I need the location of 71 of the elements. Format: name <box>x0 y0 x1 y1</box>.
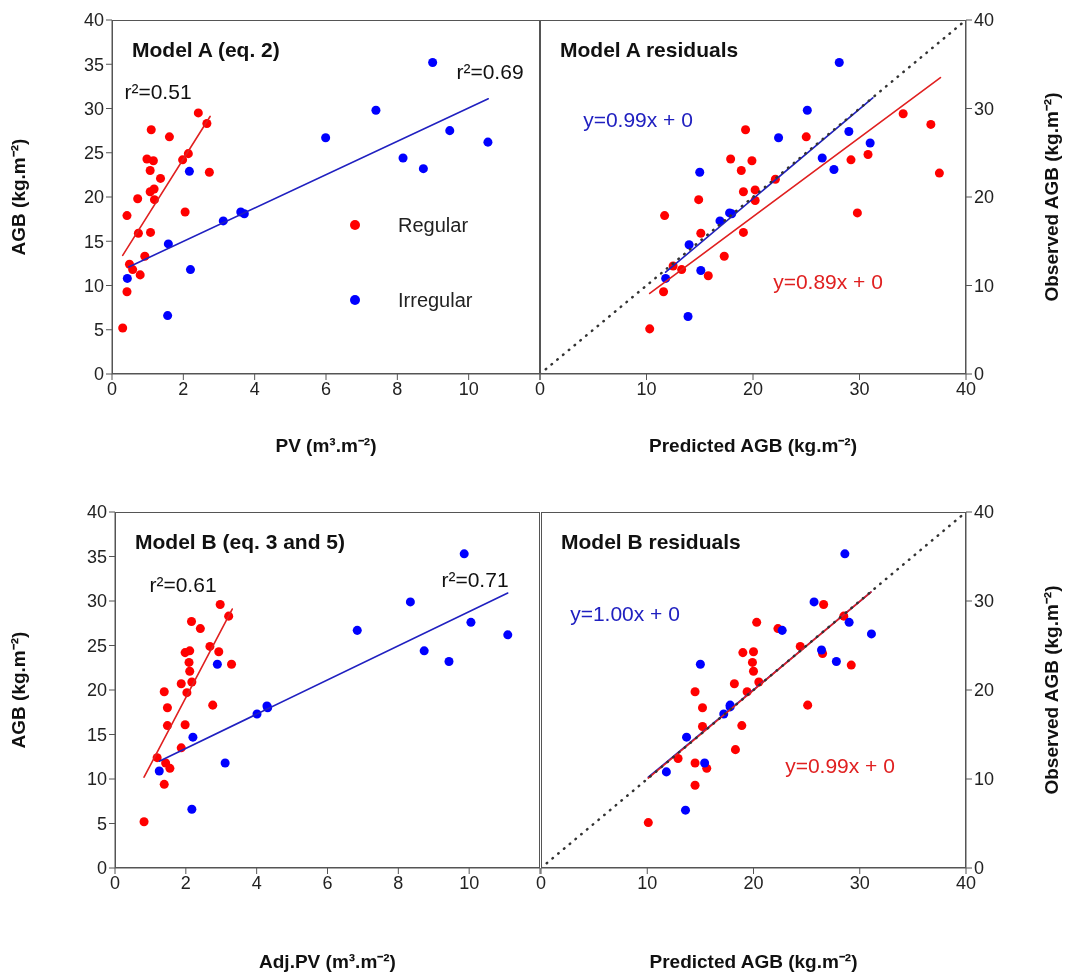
y-axis-title: AGB (kg.m⁻²) <box>7 631 29 749</box>
y2-tick-label: 0 <box>974 858 985 879</box>
x-axis-title: Predicted AGB (kg.m⁻²) <box>649 435 857 456</box>
text: Model A residuals <box>560 38 739 62</box>
y-tick-label: 25 <box>86 635 107 656</box>
y2-tick-label: 0 <box>974 364 985 385</box>
annotation: r²=0.69 <box>456 60 524 84</box>
y-tick-label: 5 <box>96 813 107 834</box>
y-tick-label: 15 <box>86 724 107 745</box>
x-tick-label: 10 <box>637 872 658 893</box>
x-tick-label: 2 <box>180 872 191 893</box>
y-tick-label: 25 <box>83 143 104 164</box>
y-tick-label: 0 <box>96 858 107 879</box>
x-tick-label: 0 <box>109 872 121 893</box>
x-tick-label: 20 <box>742 378 764 399</box>
x-tick-label: 8 <box>393 872 404 893</box>
x-axis-title: PV (m³.m⁻²) <box>275 435 377 456</box>
x-axis-title: Adj.PV (m³.m⁻²) <box>259 951 396 972</box>
y-tick-label: 10 <box>83 275 104 296</box>
text: Model A (eq. 2) <box>132 38 280 62</box>
x-tick-label: 30 <box>849 378 870 399</box>
text: Model B residuals <box>561 530 741 554</box>
x-tick-label: 40 <box>955 378 977 399</box>
x-tick-label: 10 <box>459 872 480 893</box>
y-tick-label: 10 <box>86 769 107 790</box>
annotation: r²=0.61 <box>149 573 217 597</box>
x-tick-label: 30 <box>849 872 870 893</box>
x-tick-label: 4 <box>251 872 262 893</box>
x-tick-label: 10 <box>458 378 479 399</box>
legend-label: Regular <box>398 213 469 237</box>
annotation: y=0.99x + 0 <box>583 108 693 132</box>
y2-tick-label: 20 <box>974 680 995 701</box>
y-tick-label: 30 <box>83 98 104 119</box>
x-tick-label: 6 <box>320 378 332 399</box>
y-tick-label: 40 <box>83 10 104 31</box>
x-tick-label: 6 <box>322 872 333 893</box>
y2-tick-label: 40 <box>974 502 995 523</box>
x-axis-title: Predicted AGB (kg.m⁻²) <box>649 951 858 972</box>
y-tick-label: 35 <box>86 546 107 567</box>
y2-tick-label: 30 <box>974 591 995 612</box>
x-tick-label: 4 <box>249 378 260 399</box>
y-tick-label: 20 <box>86 680 107 701</box>
y-tick-label: 30 <box>86 591 107 612</box>
y2-tick-label: 40 <box>974 10 995 31</box>
y-tick-label: 0 <box>93 364 104 385</box>
x-tick-label: 40 <box>955 872 977 893</box>
y-tick-label: 35 <box>83 54 104 75</box>
x-tick-label: 2 <box>178 378 189 399</box>
text: Model B (eq. 3 and 5) <box>135 530 346 554</box>
x-tick-label: 0 <box>535 872 547 893</box>
x-tick-label: 8 <box>392 378 403 399</box>
x-tick-label: 10 <box>636 378 657 399</box>
y2-axis-title: Observed AGB (kg.m⁻²) <box>1040 585 1062 795</box>
y2-tick-label: 10 <box>974 769 995 790</box>
annotation: y=0.89x + 0 <box>773 270 883 294</box>
y-tick-label: 20 <box>83 187 104 208</box>
y2-tick-label: 30 <box>974 98 995 119</box>
y-tick-label: 15 <box>83 231 104 252</box>
x-tick-label: 0 <box>534 378 546 399</box>
annotation: y=1.00x + 0 <box>570 602 680 626</box>
annotation: r²=0.71 <box>441 568 509 592</box>
y-tick-label: 40 <box>86 502 107 523</box>
y2-axis-title: Observed AGB (kg.m⁻²) <box>1040 92 1062 302</box>
annotation: r²=0.51 <box>124 80 192 104</box>
y2-tick-label: 20 <box>974 187 995 208</box>
x-tick-label: 20 <box>743 872 764 893</box>
legend-label: Irregular <box>398 288 473 312</box>
y2-tick-label: 10 <box>974 275 995 296</box>
annotation: y=0.99x + 0 <box>785 754 895 778</box>
y-axis-title: AGB (kg.m⁻²) <box>7 138 29 256</box>
y-tick-label: 5 <box>93 320 104 341</box>
